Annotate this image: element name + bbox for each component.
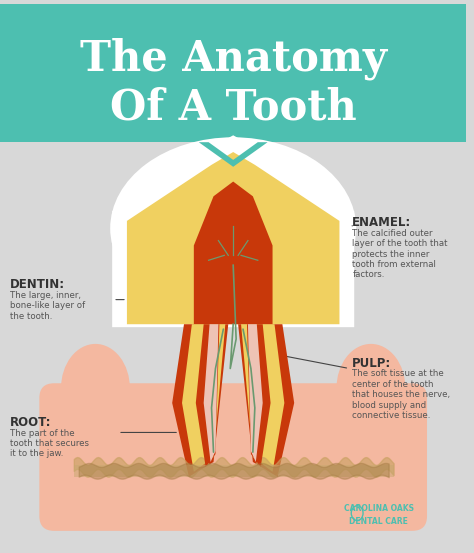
Text: The soft tissue at the
center of the tooth
that houses the nerve,
blood supply a: The soft tissue at the center of the too… <box>352 369 450 420</box>
Text: ROOT:: ROOT: <box>10 416 51 429</box>
Text: ENAMEL:: ENAMEL: <box>352 216 411 229</box>
Text: The part of the
tooth that secures
it to the jaw.: The part of the tooth that secures it to… <box>10 429 89 458</box>
Polygon shape <box>247 324 271 467</box>
Text: CAROLINA OAKS
DENTAL CARE: CAROLINA OAKS DENTAL CARE <box>344 504 414 526</box>
Ellipse shape <box>110 137 356 319</box>
Polygon shape <box>248 324 263 462</box>
Bar <box>74 465 393 477</box>
Text: PULP:: PULP: <box>352 357 392 370</box>
Bar <box>0 142 466 549</box>
Polygon shape <box>127 152 339 324</box>
Text: DENTIN:: DENTIN: <box>10 278 65 291</box>
Ellipse shape <box>61 344 130 432</box>
Text: The Anatomy: The Anatomy <box>80 37 387 80</box>
Polygon shape <box>112 135 354 327</box>
Polygon shape <box>196 324 219 467</box>
Polygon shape <box>182 324 225 472</box>
FancyBboxPatch shape <box>0 4 466 147</box>
FancyBboxPatch shape <box>39 383 427 531</box>
Polygon shape <box>199 142 268 167</box>
Ellipse shape <box>337 344 405 432</box>
Text: The calcified outer
layer of the tooth that
protects the inner
tooth from extern: The calcified outer layer of the tooth t… <box>352 229 448 279</box>
FancyBboxPatch shape <box>62 401 405 528</box>
Text: Of A Tooth: Of A Tooth <box>110 87 356 129</box>
Polygon shape <box>194 181 273 324</box>
Polygon shape <box>241 324 284 472</box>
Text: The large, inner,
bone-like layer of
the tooth.: The large, inner, bone-like layer of the… <box>10 291 85 321</box>
Polygon shape <box>238 324 294 477</box>
Polygon shape <box>172 324 228 477</box>
Polygon shape <box>204 324 219 462</box>
